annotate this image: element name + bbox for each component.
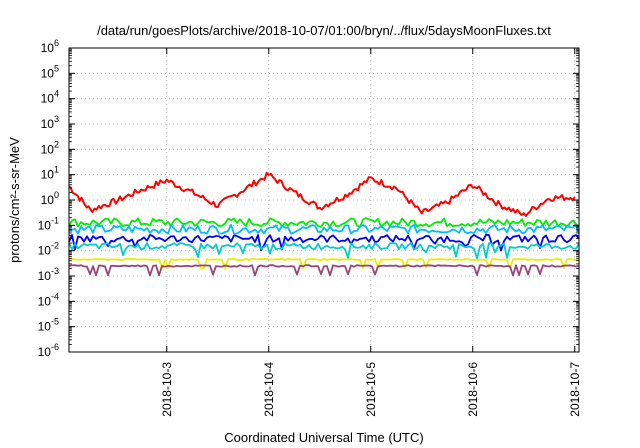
chart-title: /data/run/goesPlots/archive/2018-10-07/0… bbox=[97, 23, 551, 38]
y-tick-label: 10-3 bbox=[38, 266, 59, 283]
x-axis-title: Coordinated Universal Time (UTC) bbox=[224, 430, 423, 445]
series-line-3 bbox=[68, 223, 580, 235]
series-line-1 bbox=[68, 171, 576, 217]
series-layer bbox=[68, 171, 580, 277]
y-tick-label: 10-6 bbox=[38, 342, 59, 359]
x-tick-label: 2018-10-5 bbox=[364, 362, 378, 417]
x-tick-label: 2018-10-3 bbox=[160, 362, 174, 417]
x-tick-label: 2018-10-4 bbox=[262, 362, 276, 417]
y-tick-label: 105 bbox=[41, 63, 59, 80]
y-tick-label: 10-1 bbox=[38, 215, 59, 232]
y-tick-label: 100 bbox=[41, 190, 59, 207]
y-tick-label: 103 bbox=[41, 114, 59, 131]
series-line-4 bbox=[68, 233, 580, 252]
series-line-7 bbox=[68, 264, 580, 277]
y-tick-label: 101 bbox=[41, 165, 59, 182]
x-tick-label: 2018-10-6 bbox=[466, 362, 480, 417]
y-tick-label: 10-5 bbox=[38, 317, 59, 334]
y-tick-label: 10-2 bbox=[38, 241, 59, 258]
y-tick-label: 106 bbox=[41, 38, 59, 55]
axes: 10-6 10-5 10-4 10-3 10-2 10-1 100 101 102 103 104 1… bbox=[38, 38, 582, 417]
y-axis-title: protons/cm²-s-sr-MeV bbox=[7, 137, 22, 263]
y-tick-label: 102 bbox=[41, 139, 59, 156]
x-tick-label: 2018-10-7 bbox=[568, 362, 582, 417]
series-line-6 bbox=[68, 257, 579, 270]
series-line-2 bbox=[68, 217, 580, 228]
series-line-5 bbox=[68, 242, 580, 260]
y-tick-label: 104 bbox=[41, 89, 59, 106]
y-tick-label: 10-4 bbox=[38, 291, 59, 308]
